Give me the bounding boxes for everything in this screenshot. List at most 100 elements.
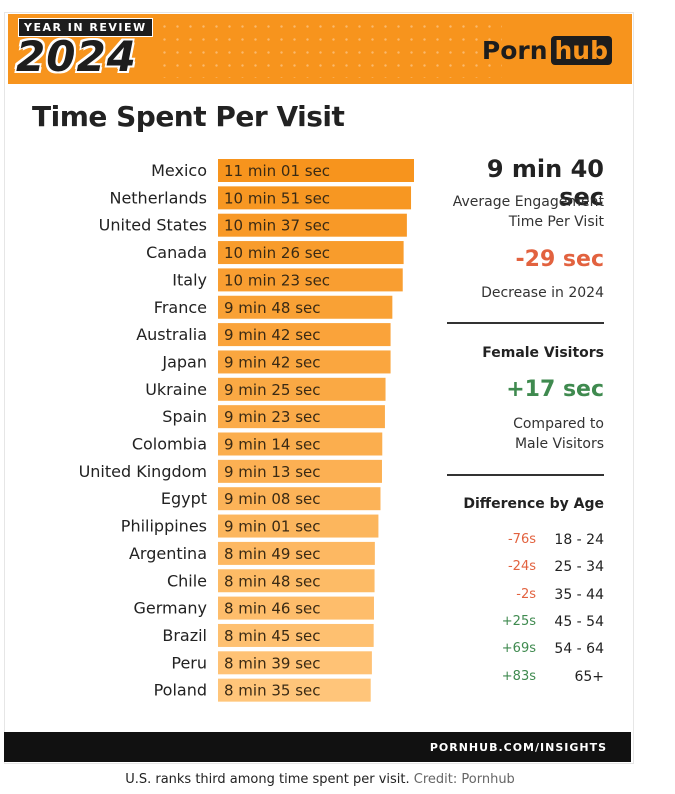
caption-text: U.S. ranks third among time spent per vi… xyxy=(125,772,410,787)
average-label-line1: Average Engagement xyxy=(452,194,604,210)
logo-text-right: hub xyxy=(550,36,612,65)
age-range: 25 - 34 xyxy=(554,559,604,576)
category-label: Italy xyxy=(172,270,207,289)
bar-australia xyxy=(218,323,391,347)
average-value: 9 min 40 sec xyxy=(486,155,604,211)
year-title: 2024 xyxy=(16,32,137,81)
year-in-review-badge: YEAR IN REVIEW xyxy=(18,18,153,37)
bar-mexico xyxy=(218,159,414,182)
banner-dot-pattern xyxy=(158,20,502,78)
bar-netherlands xyxy=(218,186,412,210)
divider-1 xyxy=(447,322,604,324)
bar-value-label: 10 min 26 sec xyxy=(224,244,330,262)
bar-italy xyxy=(218,268,403,292)
category-label: Ukraine xyxy=(145,380,207,399)
female-label-line1: Compared to xyxy=(513,416,604,432)
category-label: Egypt xyxy=(161,489,207,508)
change-value: -29 sec xyxy=(515,247,604,272)
age-diff: +83s xyxy=(501,668,536,684)
age-row: -24s 25 - 34 xyxy=(470,559,604,579)
footer-url[interactable]: PORNHUB.COM/INSIGHTS xyxy=(429,741,607,754)
female-label-line2: Male Visitors xyxy=(514,436,604,452)
category-label: Netherlands xyxy=(109,188,207,207)
bar-germany xyxy=(218,596,374,620)
bar-canada xyxy=(218,241,404,265)
bar-egypt xyxy=(218,487,381,511)
bar-value-label: 8 min 48 sec xyxy=(224,572,321,590)
bar-chart: Mexico 11 min 01 sec Netherlands 10 min 51 … xyxy=(79,159,414,702)
age-row: +69s 54 - 64 xyxy=(470,641,604,661)
change-label: Decrease in 2024 xyxy=(481,285,604,301)
female-header: Female Visitors xyxy=(482,345,604,361)
category-label: Spain xyxy=(162,407,207,426)
category-label: France xyxy=(154,298,207,317)
bar-united-kingdom xyxy=(218,459,382,483)
category-label: Poland xyxy=(154,681,207,700)
category-label: Chile xyxy=(167,571,207,590)
bar-value-label: 9 min 48 sec xyxy=(224,299,321,317)
bar-value-label: 9 min 42 sec xyxy=(224,326,321,344)
divider-2 xyxy=(447,474,604,476)
category-label: Canada xyxy=(146,243,207,262)
bar-colombia xyxy=(218,432,383,456)
bar-value-label: 10 min 51 sec xyxy=(224,189,330,207)
bar-value-label: 9 min 14 sec xyxy=(224,436,321,454)
age-diff: -24s xyxy=(507,559,536,575)
bar-value-label: 10 min 37 sec xyxy=(224,217,330,235)
footer-bar: PORNHUB.COM/INSIGHTS xyxy=(4,732,631,762)
bar-peru xyxy=(218,651,372,675)
bar-value-label: 9 min 23 sec xyxy=(224,408,321,426)
age-diff: -2s xyxy=(516,586,536,602)
age-header: Difference by Age xyxy=(463,496,604,512)
caption-credit: Credit: Pornhub xyxy=(413,772,515,787)
age-diff: +25s xyxy=(501,613,536,629)
bar-value-label: 9 min 08 sec xyxy=(224,490,321,508)
bar-value-label: 11 min 01 sec xyxy=(224,162,330,180)
category-label: Japan xyxy=(161,352,207,371)
bar-value-label: 9 min 01 sec xyxy=(224,518,321,536)
age-diff: +69s xyxy=(501,641,536,657)
bar-value-label: 9 min 42 sec xyxy=(224,353,321,371)
chart-title: Time Spent Per Visit xyxy=(32,100,345,133)
age-row: +25s 45 - 54 xyxy=(470,614,604,634)
bar-value-label: 8 min 46 sec xyxy=(224,600,321,618)
header-banner: YEAR IN REVIEW 2024 Porn hub xyxy=(8,14,632,84)
age-row: +83s 65+ xyxy=(470,669,604,689)
bar-ukraine xyxy=(218,377,386,401)
bar-value-label: 9 min 13 sec xyxy=(224,463,321,481)
category-label: Peru xyxy=(171,653,207,672)
category-label: United States xyxy=(99,216,207,235)
bar-philippines xyxy=(218,514,379,538)
bar-poland xyxy=(218,678,371,702)
category-label: Philippines xyxy=(121,517,207,536)
category-label: Colombia xyxy=(132,435,207,454)
bar-value-label: 8 min 35 sec xyxy=(224,682,321,700)
brand-logo: Porn hub xyxy=(482,36,612,65)
caption: U.S. ranks third among time spent per vi… xyxy=(0,772,640,787)
bar-value-label: 8 min 39 sec xyxy=(224,654,321,672)
category-label: Mexico xyxy=(151,161,207,180)
category-label: United Kingdom xyxy=(79,462,207,481)
bar-value-label: 10 min 23 sec xyxy=(224,271,330,289)
bar-value-label: 9 min 25 sec xyxy=(224,381,321,399)
bar-value-label: 8 min 49 sec xyxy=(224,545,321,563)
category-label: Australia xyxy=(136,325,207,344)
age-range: 35 - 44 xyxy=(554,586,604,603)
age-range: 54 - 64 xyxy=(554,641,604,658)
bar-spain xyxy=(218,405,385,429)
female-value: +17 sec xyxy=(506,377,604,402)
bar-france xyxy=(218,295,393,319)
age-range: 18 - 24 xyxy=(554,532,604,548)
age-row: -76s 18 - 24 xyxy=(470,532,604,552)
category-label: Argentina xyxy=(129,544,207,563)
logo-text-left: Porn xyxy=(481,36,548,65)
age-diff: -76s xyxy=(507,532,536,547)
bar-brazil xyxy=(218,623,374,647)
bar-japan xyxy=(218,350,391,374)
bar-united-states xyxy=(218,213,407,237)
bar-chile xyxy=(218,569,375,593)
average-label-line2: Time Per Visit xyxy=(508,214,604,230)
age-range: 45 - 54 xyxy=(554,613,604,630)
bar-argentina xyxy=(218,541,375,565)
age-range: 65+ xyxy=(574,668,604,685)
